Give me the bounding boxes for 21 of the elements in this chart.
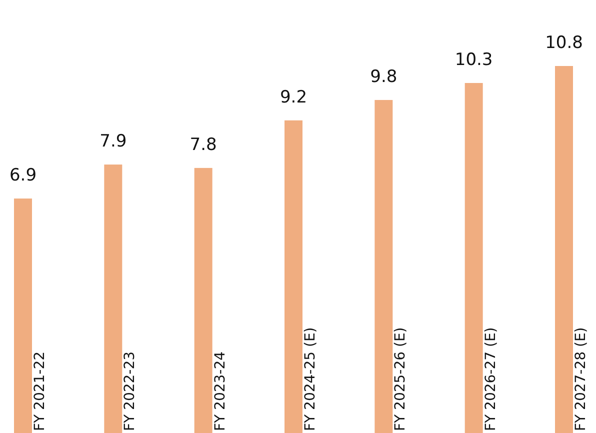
- x-tick-label: FY 2025-26 (E): [392, 327, 409, 431]
- x-tick-label: FY 2027-28 (E): [573, 327, 589, 431]
- bar: [194, 168, 212, 433]
- bar: [14, 198, 32, 433]
- x-tick-label: FY 2021-22: [32, 351, 48, 431]
- x-tick-label: FY 2026-27 (E): [482, 327, 499, 431]
- data-label: 10.8: [545, 33, 583, 53]
- x-tick-label: FY 2024-25 (E): [302, 327, 318, 431]
- bar: [374, 100, 393, 433]
- bar: [555, 66, 573, 433]
- x-tick-label: FY 2022-23: [122, 351, 138, 431]
- bar: [464, 82, 483, 433]
- bar: [284, 120, 302, 433]
- data-label: 9.8: [370, 66, 398, 87]
- data-label: 9.2: [280, 87, 308, 108]
- data-label: 7.8: [190, 134, 217, 155]
- data-label: 6.9: [9, 166, 37, 186]
- bar: [104, 164, 122, 433]
- data-label: 7.9: [100, 132, 127, 152]
- data-label: 10.3: [454, 50, 493, 70]
- x-tick-label: FY 2023-24: [212, 351, 228, 431]
